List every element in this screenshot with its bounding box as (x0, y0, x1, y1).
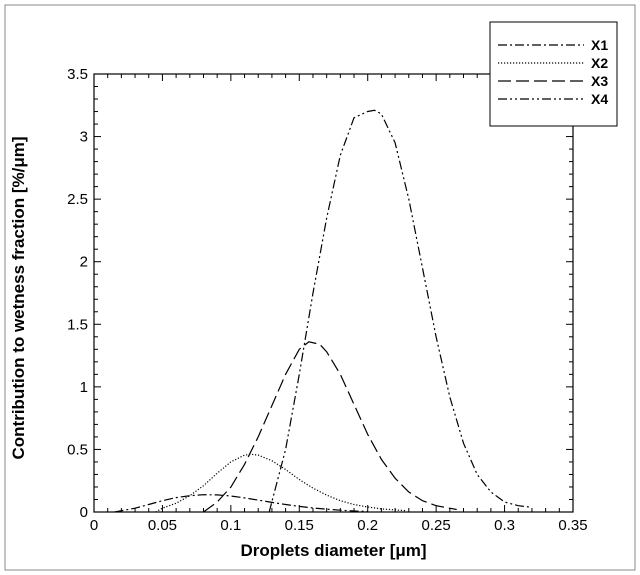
y-tick-label: 1 (80, 379, 88, 396)
x-tick-label: 0.25 (422, 517, 451, 534)
y-tick-label: 1.5 (67, 316, 88, 333)
y-tick-label: 3.5 (67, 66, 88, 83)
series-line-x4 (268, 109, 530, 513)
x-tick-label: 0 (90, 517, 98, 534)
x-tick-labels: 0 0.05 0.1 0.15 0.2 0.25 0.3 0.35 (90, 517, 588, 534)
y-tick-label: 0.5 (67, 441, 88, 458)
y-tick-label: 3 (80, 129, 88, 146)
legend-label-x3: X3 (591, 73, 608, 89)
y-tick-label: 2 (80, 254, 88, 271)
x-tick-label: 0.15 (285, 517, 314, 534)
series-line-x3 (203, 341, 457, 513)
legend-label-x1: X1 (591, 37, 608, 53)
x-axis-title: Droplets diameter [μm] (240, 541, 426, 560)
y-tick-label: 0 (80, 504, 88, 521)
plot-frame (93, 73, 574, 513)
plot-area-border (93, 73, 574, 513)
y-axis-title: Contribution to wetness fraction [%/μm] (9, 136, 28, 459)
y-tick-labels: 0 0.5 1 1.5 2 2.5 3 3.5 (67, 66, 88, 521)
x-tick-label: 0.35 (558, 517, 587, 534)
x-tick-label: 0.2 (357, 517, 378, 534)
y-tick-label: 2.5 (67, 191, 88, 208)
x-tick-label: 0.05 (148, 517, 177, 534)
series-line-x1 (114, 494, 368, 513)
legend-label-x4: X4 (591, 91, 608, 107)
legend: X1 X2 X3 X4 (489, 21, 618, 127)
legend-label-x2: X2 (591, 55, 608, 71)
x-tick-label: 0.1 (220, 517, 241, 534)
series-group (114, 109, 530, 513)
legend-box (489, 21, 618, 127)
x-tick-label: 0.3 (494, 517, 515, 534)
